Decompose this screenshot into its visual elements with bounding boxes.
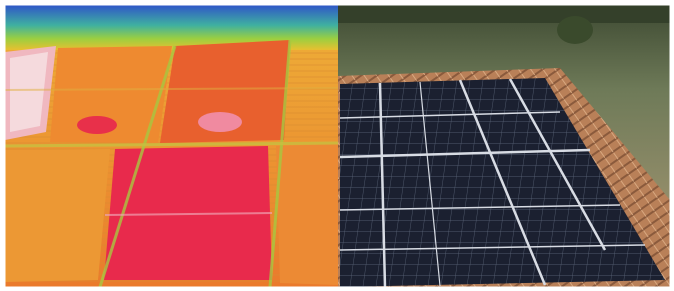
thermal-panel-lower-right	[276, 144, 338, 285]
body	[0, 0, 674, 291]
tree-line	[338, 5, 670, 23]
page: Thermal and solar panel image {} html, b…	[0, 0, 674, 291]
tree	[557, 16, 593, 44]
thermal-panel-lower-left	[5, 149, 110, 282]
image	[0, 0, 674, 291]
thermal-hot-spot	[198, 112, 242, 132]
thermal-hot-spot	[77, 116, 117, 134]
